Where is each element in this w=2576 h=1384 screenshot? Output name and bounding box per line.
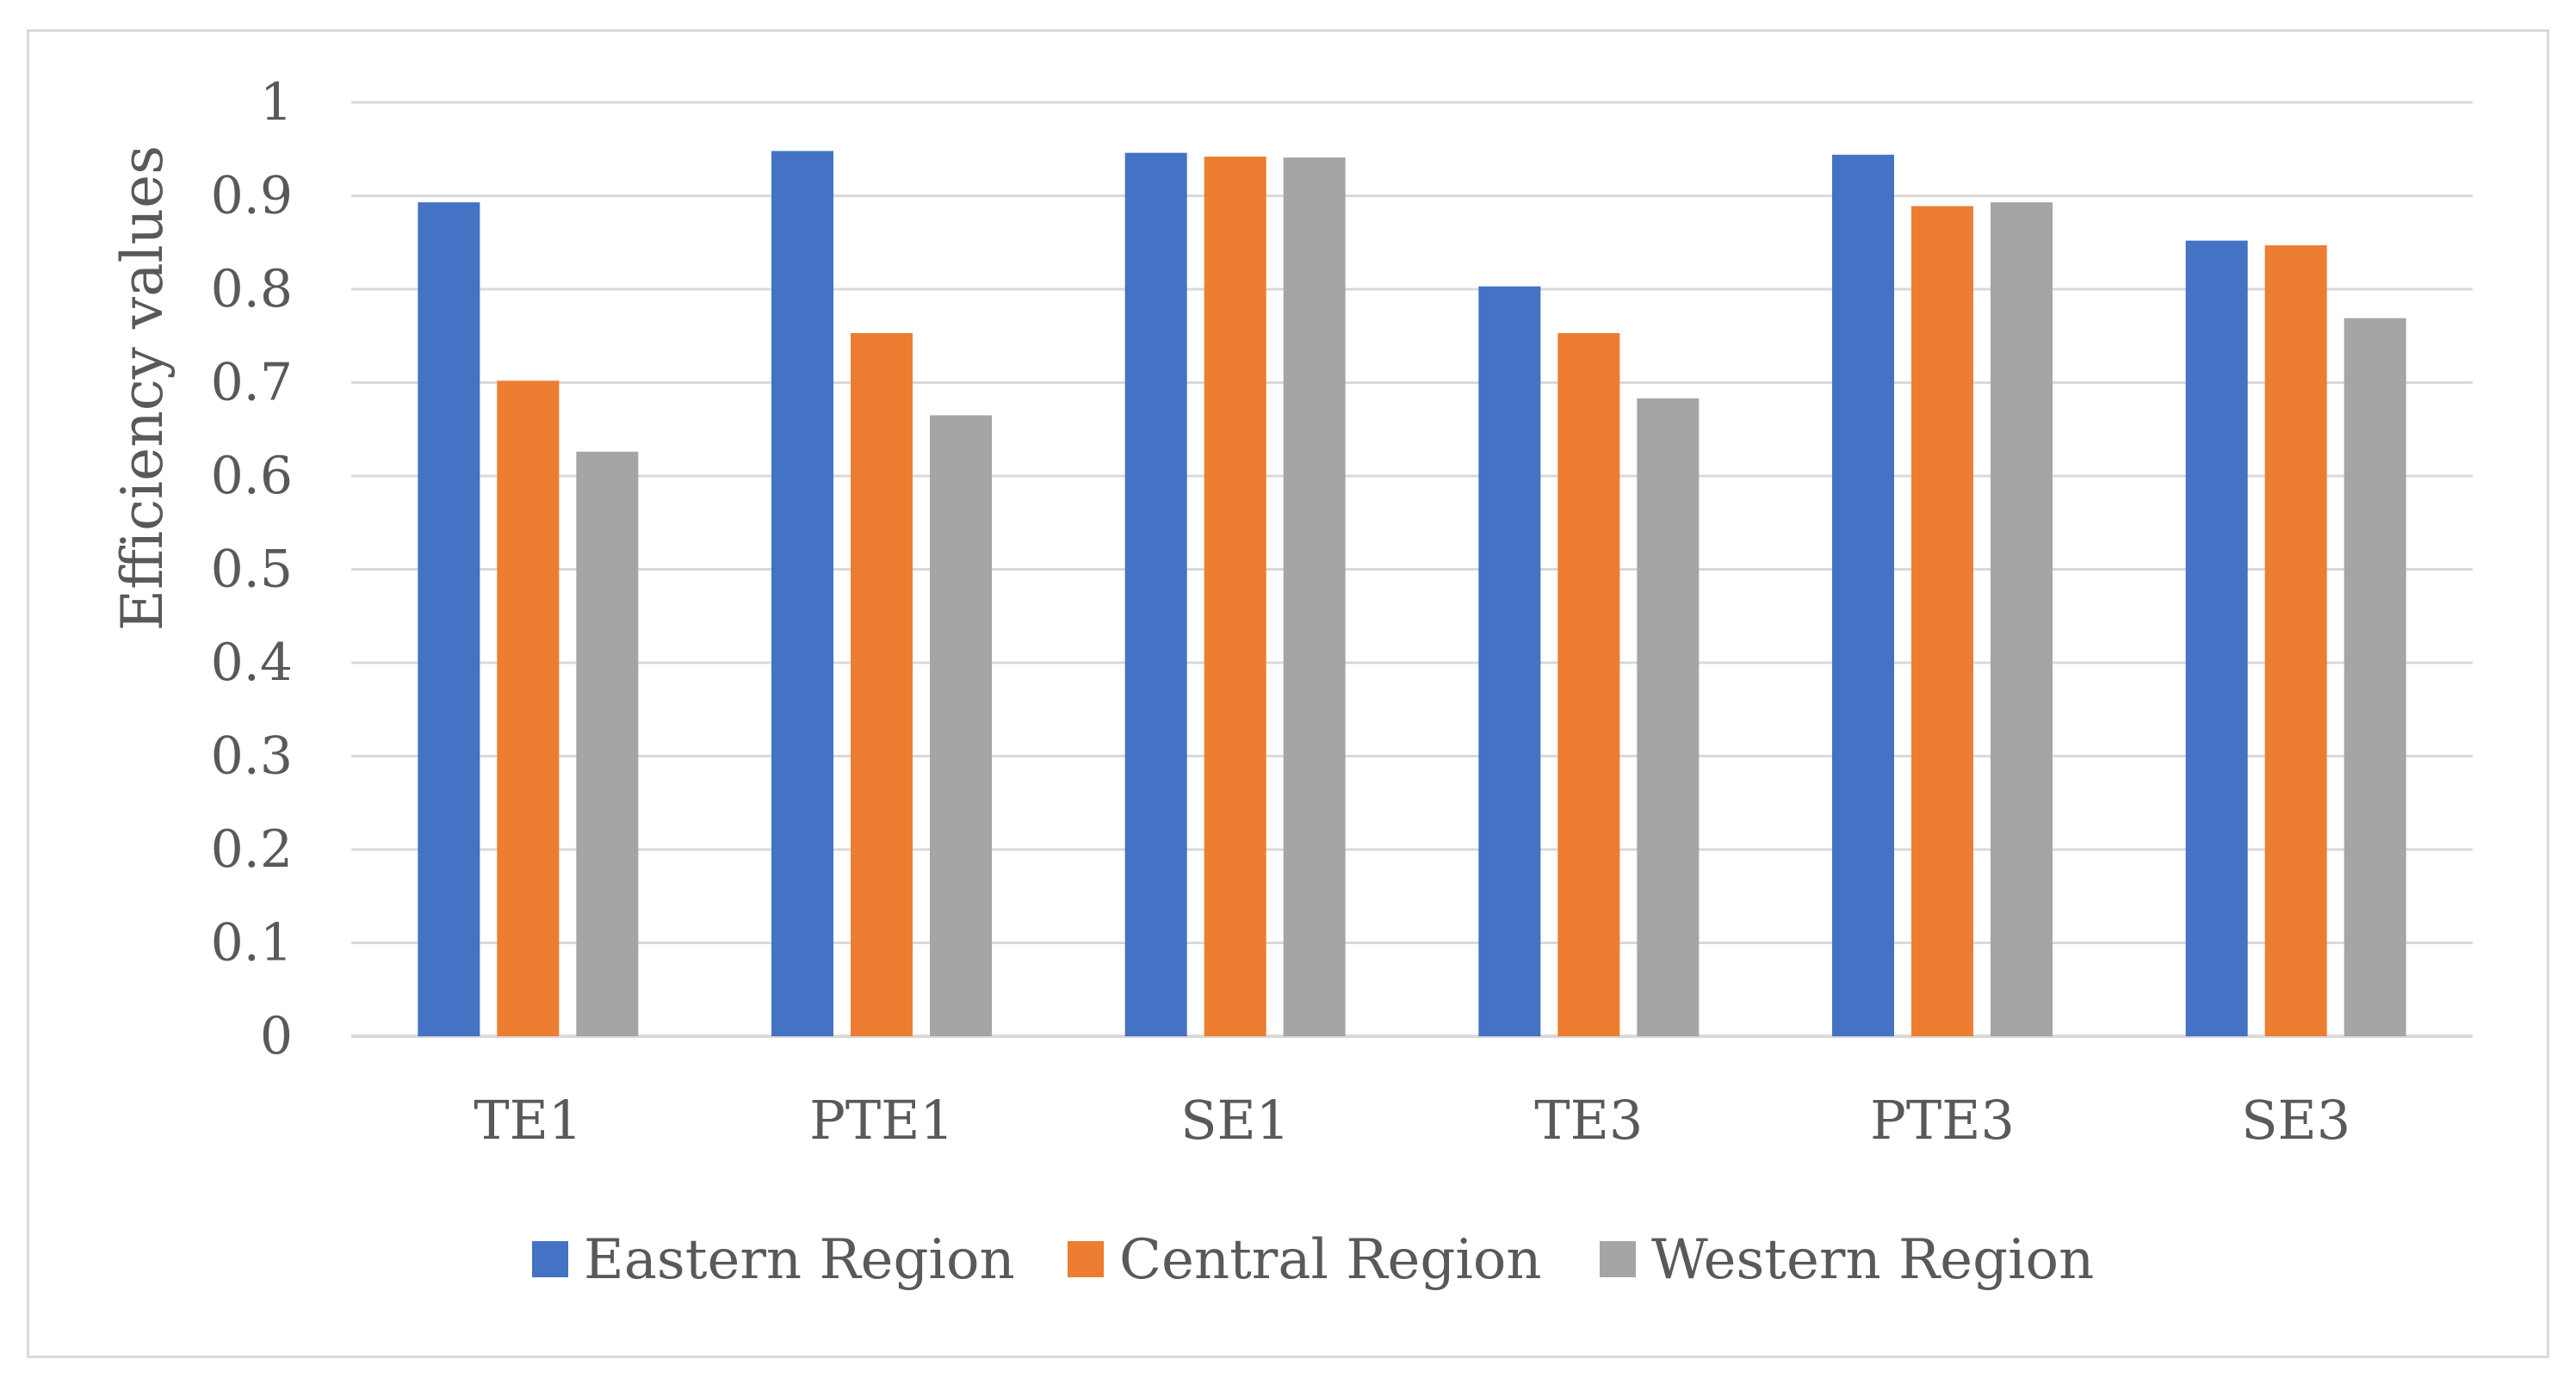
legend-swatch [532,1241,568,1277]
y-tick-label: 0.6 [211,446,293,506]
category-label: SE3 [2241,1089,2350,1152]
bar-se1-western-region [1283,158,1346,1036]
bar-se1-eastern-region [1124,152,1187,1037]
category-labels: TE1 PTE1 SE1 TE3 PTE3 SE3 [474,1089,2350,1152]
bar-se3-western-region [2344,318,2406,1036]
y-axis-title: Efficiency values [109,145,176,631]
y-tick-label: 0.3 [211,726,293,787]
bar-se3-central-region [2264,245,2327,1036]
legend-label: Eastern Region [584,1228,1015,1292]
y-tick-label: 0.8 [211,259,293,319]
bar-pte1-eastern-region [771,151,833,1036]
bar-se3-eastern-region [2185,240,2248,1037]
bar-se1-central-region [1204,156,1266,1036]
legend-swatch [1068,1241,1104,1277]
legend-label: Central Region [1119,1228,1542,1292]
bar-te3-western-region [1637,398,1700,1036]
bar-pte1-central-region [851,332,913,1036]
category-label: PTE1 [809,1089,954,1152]
y-tick-label: 0.5 [211,540,293,600]
y-tick-label: 0.2 [211,819,293,880]
y-tick-label: 0 [260,1006,293,1066]
y-tick-label: 0.1 [211,913,293,973]
bar-te1-central-region [497,380,560,1037]
bar-pte3-western-region [1991,202,2053,1037]
legend-swatch [1600,1241,1636,1277]
bar-pte3-central-region [1911,206,1973,1036]
legend-label: Western Region [1651,1228,2094,1292]
y-tick-label: 0.9 [211,166,293,226]
bar-te3-eastern-region [1478,286,1541,1036]
y-tick-label: 0.7 [211,353,293,413]
bar-te1-eastern-region [418,202,480,1037]
bar-te3-central-region [1557,332,1620,1036]
legend-item: Central Region [1068,1228,1542,1292]
bar-te1-western-region [576,451,639,1036]
legend-item: Western Region [1600,1228,2094,1292]
legend-item: Eastern Region [532,1228,1015,1292]
category-label: PTE3 [1870,1089,2015,1152]
legend: Eastern Region Central Region Western Regi… [532,1228,2094,1292]
y-tick-label: 1 [260,72,293,133]
category-label: TE1 [474,1089,582,1152]
category-label: TE3 [1534,1089,1643,1152]
bar-pte1-western-region [930,415,992,1037]
bar-pte3-eastern-region [1832,154,1894,1036]
y-tick-labels: 0 0.1 0.2 0.3 0.4 0.5 0.6 0.7 0.8 0.9 1 [211,72,293,1066]
bars [418,151,2406,1037]
y-tick-label: 0.4 [211,633,293,693]
category-label: SE1 [1180,1089,1290,1152]
gridlines [351,101,2473,1038]
